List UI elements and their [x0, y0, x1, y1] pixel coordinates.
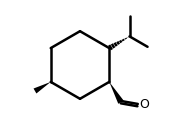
Polygon shape — [109, 82, 124, 104]
Polygon shape — [33, 82, 51, 93]
Text: O: O — [140, 98, 150, 111]
